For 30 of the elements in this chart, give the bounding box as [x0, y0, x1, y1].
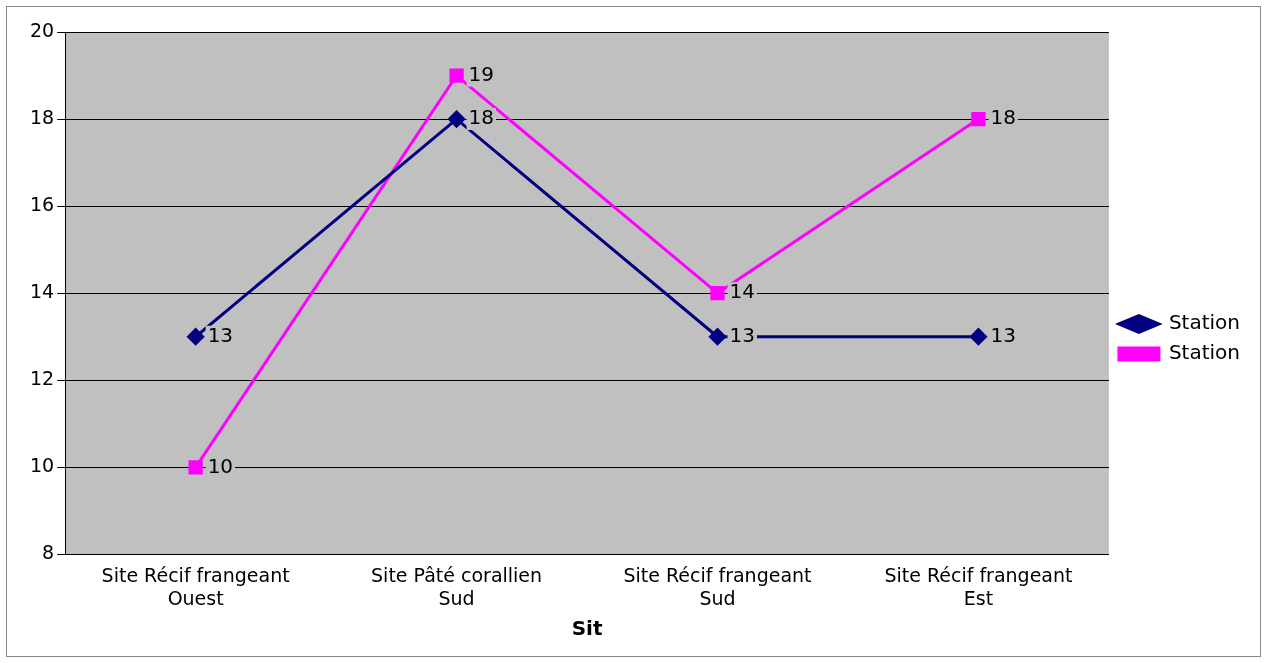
data-label: 18 [468, 105, 495, 130]
y-tick-label: 12 [29, 367, 55, 390]
x-axis-title: Sit [571, 616, 603, 641]
y-tick-label: 10 [29, 454, 55, 477]
point [971, 111, 986, 127]
point [187, 328, 205, 346]
data-label: 18 [990, 105, 1016, 130]
y-tick-label: 18 [29, 106, 55, 128]
x-tick-label: Site Récif frangeant Sud [623, 563, 812, 609]
data-label: 10 [207, 453, 234, 478]
y-tick-label: 14 [29, 280, 55, 303]
point [188, 460, 203, 475]
data-label: 13 [207, 322, 234, 347]
data-label: 14 [729, 279, 755, 304]
point [449, 68, 464, 83]
y-tick-label: 8 [42, 541, 55, 564]
legend-label: Station [1168, 310, 1241, 335]
x-tick-label: Site Pâté corallien Sud [371, 563, 543, 609]
point [710, 286, 725, 301]
x-tick-label: Site Récif frangeant Est [884, 563, 1073, 609]
data-label: 19 [468, 61, 495, 86]
point [969, 328, 987, 346]
data-label: 13 [729, 322, 755, 347]
legend-label: Station [1168, 340, 1241, 365]
x-tick-label: Site Récif frangeant Ouest [101, 563, 290, 609]
y-tick-label: 16 [29, 193, 55, 216]
data-label: 13 [990, 322, 1016, 347]
y-tick-label: 20 [29, 18, 55, 41]
point [709, 328, 726, 346]
point [448, 110, 466, 128]
